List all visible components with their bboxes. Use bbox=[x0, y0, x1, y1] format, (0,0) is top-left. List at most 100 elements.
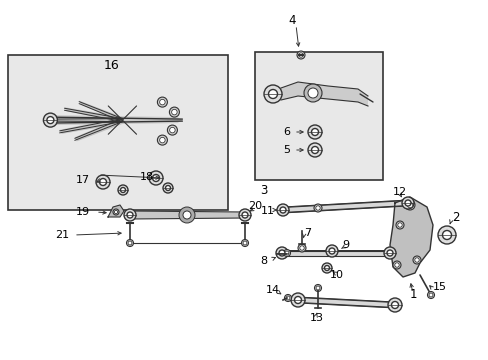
Circle shape bbox=[242, 212, 247, 218]
Circle shape bbox=[169, 127, 175, 133]
Circle shape bbox=[442, 230, 450, 239]
Text: 19: 19 bbox=[76, 207, 90, 217]
Circle shape bbox=[285, 251, 288, 255]
Circle shape bbox=[290, 293, 305, 307]
Circle shape bbox=[325, 245, 337, 257]
Polygon shape bbox=[108, 205, 124, 217]
Circle shape bbox=[315, 206, 320, 210]
Circle shape bbox=[383, 247, 395, 259]
Text: 10: 10 bbox=[329, 270, 343, 280]
Circle shape bbox=[241, 239, 248, 247]
Circle shape bbox=[157, 97, 167, 107]
Circle shape bbox=[304, 84, 321, 102]
Circle shape bbox=[268, 90, 277, 99]
Circle shape bbox=[167, 125, 177, 135]
Circle shape bbox=[280, 207, 285, 213]
Circle shape bbox=[412, 256, 420, 264]
Polygon shape bbox=[79, 100, 124, 123]
Circle shape bbox=[157, 135, 167, 145]
Text: 5: 5 bbox=[283, 145, 289, 155]
Circle shape bbox=[275, 247, 287, 259]
Circle shape bbox=[387, 298, 401, 312]
Circle shape bbox=[264, 85, 282, 103]
Circle shape bbox=[297, 244, 305, 252]
Polygon shape bbox=[297, 297, 394, 307]
Polygon shape bbox=[60, 117, 124, 134]
Text: 8: 8 bbox=[260, 256, 266, 266]
Circle shape bbox=[397, 223, 401, 227]
Bar bbox=[254, 52, 382, 180]
Circle shape bbox=[47, 117, 54, 123]
Polygon shape bbox=[282, 251, 389, 256]
Circle shape bbox=[126, 239, 133, 247]
Circle shape bbox=[311, 129, 318, 135]
Circle shape bbox=[283, 249, 290, 257]
Circle shape bbox=[294, 297, 301, 303]
Circle shape bbox=[394, 263, 398, 267]
Circle shape bbox=[315, 286, 319, 290]
Circle shape bbox=[243, 241, 246, 245]
Circle shape bbox=[298, 53, 303, 57]
Circle shape bbox=[414, 258, 418, 262]
Circle shape bbox=[401, 197, 413, 209]
Circle shape bbox=[395, 221, 403, 229]
Circle shape bbox=[437, 226, 455, 244]
Circle shape bbox=[276, 204, 288, 216]
Circle shape bbox=[404, 200, 414, 210]
Circle shape bbox=[404, 200, 410, 206]
Text: 2: 2 bbox=[451, 211, 459, 224]
Circle shape bbox=[307, 88, 317, 98]
Circle shape bbox=[307, 143, 321, 157]
Text: 16: 16 bbox=[104, 59, 120, 72]
Text: 18: 18 bbox=[140, 172, 154, 182]
Circle shape bbox=[118, 185, 128, 195]
Circle shape bbox=[284, 294, 291, 302]
Text: 4: 4 bbox=[287, 14, 295, 27]
Circle shape bbox=[328, 248, 334, 254]
Circle shape bbox=[324, 266, 329, 270]
Polygon shape bbox=[281, 82, 367, 106]
Circle shape bbox=[96, 175, 110, 189]
Circle shape bbox=[159, 138, 165, 143]
Circle shape bbox=[128, 241, 132, 245]
Circle shape bbox=[407, 202, 412, 208]
Polygon shape bbox=[64, 107, 124, 123]
Circle shape bbox=[159, 99, 165, 105]
Text: 1: 1 bbox=[409, 288, 417, 302]
Circle shape bbox=[183, 211, 191, 219]
Circle shape bbox=[311, 147, 318, 153]
Circle shape bbox=[307, 125, 321, 139]
Circle shape bbox=[428, 293, 432, 297]
Text: 15: 15 bbox=[432, 282, 446, 292]
Text: 6: 6 bbox=[283, 127, 289, 137]
Circle shape bbox=[239, 209, 250, 221]
Circle shape bbox=[43, 113, 57, 127]
Circle shape bbox=[321, 263, 331, 273]
Text: 7: 7 bbox=[304, 228, 310, 238]
Circle shape bbox=[99, 179, 106, 185]
Circle shape bbox=[296, 51, 305, 59]
Circle shape bbox=[392, 261, 400, 269]
Text: 20: 20 bbox=[247, 201, 262, 211]
Polygon shape bbox=[389, 197, 432, 277]
Circle shape bbox=[427, 292, 434, 298]
Bar bbox=[8, 55, 227, 210]
Circle shape bbox=[179, 207, 195, 223]
Circle shape bbox=[169, 107, 179, 117]
Circle shape bbox=[386, 250, 392, 256]
Polygon shape bbox=[47, 115, 182, 125]
Circle shape bbox=[113, 209, 119, 215]
Circle shape bbox=[165, 185, 170, 190]
Circle shape bbox=[152, 175, 159, 181]
Circle shape bbox=[171, 109, 177, 115]
Text: 9: 9 bbox=[341, 240, 348, 250]
Text: 11: 11 bbox=[261, 206, 274, 216]
Text: 3: 3 bbox=[260, 184, 267, 197]
Polygon shape bbox=[130, 211, 244, 219]
Text: 21: 21 bbox=[55, 230, 69, 240]
Polygon shape bbox=[282, 201, 407, 212]
Circle shape bbox=[127, 212, 133, 218]
Text: 17: 17 bbox=[76, 175, 90, 185]
Text: 13: 13 bbox=[309, 313, 324, 323]
Circle shape bbox=[314, 284, 321, 292]
